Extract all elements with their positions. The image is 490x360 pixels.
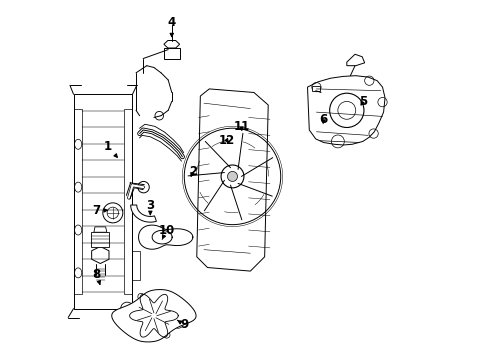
Polygon shape — [197, 89, 268, 271]
Text: 1: 1 — [103, 140, 117, 157]
Text: 8: 8 — [93, 268, 101, 284]
Text: 12: 12 — [219, 134, 235, 147]
Polygon shape — [164, 48, 180, 59]
Text: 5: 5 — [359, 95, 367, 108]
Text: 9: 9 — [177, 318, 188, 331]
Text: 6: 6 — [319, 113, 328, 126]
Text: 11: 11 — [233, 120, 249, 133]
Polygon shape — [347, 54, 365, 66]
Polygon shape — [131, 205, 156, 222]
Polygon shape — [92, 232, 109, 247]
Polygon shape — [94, 227, 107, 232]
Polygon shape — [112, 289, 196, 342]
Polygon shape — [164, 41, 180, 48]
Polygon shape — [312, 86, 320, 91]
Text: 3: 3 — [147, 198, 154, 215]
Text: 10: 10 — [158, 224, 174, 239]
Text: 2: 2 — [189, 165, 197, 177]
Text: 4: 4 — [168, 16, 176, 37]
Circle shape — [152, 314, 156, 318]
Polygon shape — [308, 76, 385, 145]
Text: 7: 7 — [93, 204, 107, 217]
Polygon shape — [92, 247, 109, 264]
Circle shape — [227, 171, 238, 181]
